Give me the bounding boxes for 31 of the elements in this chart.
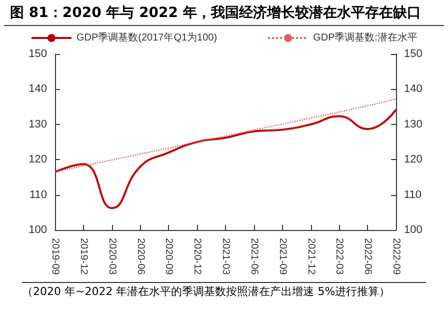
y2-tick-label: 130 xyxy=(404,118,422,130)
x-tick-label: 2022-06 xyxy=(362,238,374,276)
x-tick-label: 2021-06 xyxy=(248,238,260,276)
x-tick-label: 2020-03 xyxy=(106,238,118,276)
chart-title: 图 81：2020 年与 2022 年，我国经济增长较潜在水平存在缺口 xyxy=(4,0,444,26)
y-tick-label: 110 xyxy=(29,188,47,201)
y-tick-label: 150 xyxy=(28,48,47,60)
x-tick-label: 2021-03 xyxy=(220,238,231,276)
line-series xyxy=(54,108,397,210)
x-tick-label: 2022-09 xyxy=(390,238,402,276)
legend-label: GDP季调基数(2017年Q1为100) xyxy=(76,32,218,44)
y2-tick-label: 140 xyxy=(404,83,422,96)
text: （2020 年~2022 年潜在水平的季调基数按照潜在产出增速 5%进行推算） xyxy=(22,282,426,299)
y-tick-label: 140 xyxy=(28,83,47,96)
y2-tick-label: 150 xyxy=(404,48,422,60)
x-tick-label: 2022-03 xyxy=(334,238,345,276)
y-tick-label: 130 xyxy=(28,118,47,130)
y2-tick-label: 120 xyxy=(404,154,422,166)
x-tick-label: 2021-12 xyxy=(305,238,316,276)
x-tick-label: 2019-09 xyxy=(50,238,60,276)
y2-tick-label: 110 xyxy=(404,188,422,201)
x-tick-label: 2021-09 xyxy=(276,238,288,276)
y2-tick-label: 100 xyxy=(404,224,422,236)
x-tick-label: 2020-12 xyxy=(192,238,203,276)
legend-label: GDP季调基数:潜在水平 xyxy=(313,32,418,44)
x-tick-label: 2019-12 xyxy=(78,238,89,276)
y-tick-label: 120 xyxy=(28,154,47,166)
y-tick-label: 100 xyxy=(28,224,47,236)
x-tick-label: 2020-06 xyxy=(134,238,146,276)
x-tick-label: 2020-09 xyxy=(163,238,174,276)
line-series xyxy=(54,98,397,173)
